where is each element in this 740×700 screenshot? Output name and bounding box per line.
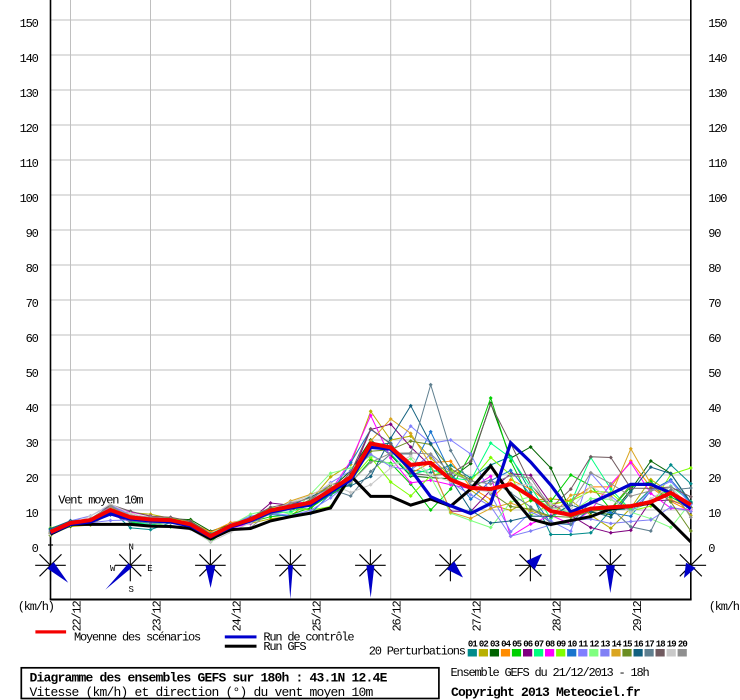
svg-text:02: 02 <box>479 639 489 649</box>
svg-text:100: 100 <box>20 192 39 206</box>
svg-text:40: 40 <box>708 402 721 416</box>
svg-text:08: 08 <box>545 639 555 649</box>
svg-text:80: 80 <box>708 262 721 276</box>
svg-text:40: 40 <box>26 402 39 416</box>
svg-text:16: 16 <box>634 639 644 649</box>
svg-text:24/12: 24/12 <box>231 601 245 632</box>
svg-text:70: 70 <box>26 297 39 311</box>
svg-text:23/12: 23/12 <box>151 601 165 632</box>
svg-text:20: 20 <box>26 472 39 486</box>
svg-text:140: 140 <box>708 52 727 66</box>
svg-text:Moyenne des scénarios: Moyenne des scénarios <box>74 631 201 645</box>
svg-text:Diagramme des ensembles GEFS s: Diagramme des ensembles GEFS sur 180h : … <box>30 670 388 685</box>
svg-text:130: 130 <box>20 87 39 101</box>
svg-text:100: 100 <box>708 192 727 206</box>
svg-text:25/12: 25/12 <box>311 601 325 632</box>
svg-text:60: 60 <box>26 332 39 346</box>
svg-text:S: S <box>129 585 134 595</box>
svg-text:17: 17 <box>645 639 655 649</box>
svg-text:Vitesse (km/h) et direction (°: Vitesse (km/h) et direction (°) du vent … <box>30 685 374 700</box>
svg-text:10: 10 <box>708 507 721 521</box>
svg-text:50: 50 <box>26 367 39 381</box>
svg-text:27/12: 27/12 <box>471 601 485 632</box>
svg-text:110: 110 <box>708 157 727 171</box>
svg-text:12: 12 <box>590 639 600 649</box>
svg-text:19: 19 <box>667 639 677 649</box>
svg-text:50: 50 <box>708 367 721 381</box>
svg-text:29/12: 29/12 <box>631 601 645 632</box>
svg-text:20: 20 <box>678 639 688 649</box>
svg-text:150: 150 <box>708 17 727 31</box>
svg-text:N: N <box>129 542 134 552</box>
svg-text:70: 70 <box>708 297 721 311</box>
svg-text:26/12: 26/12 <box>391 601 405 632</box>
svg-text:06: 06 <box>523 639 533 649</box>
svg-text:Run GFS: Run GFS <box>263 640 306 654</box>
svg-text:150: 150 <box>20 17 39 31</box>
svg-text:Ensemble GEFS du 21/12/2013 -: Ensemble GEFS du 21/12/2013 - 18h <box>451 666 650 680</box>
svg-text:140: 140 <box>20 52 39 66</box>
svg-text:11: 11 <box>578 639 589 649</box>
svg-text:Vent moyen 10m: Vent moyen 10m <box>58 494 143 508</box>
svg-text:01: 01 <box>468 639 479 649</box>
svg-text:0: 0 <box>708 542 715 556</box>
svg-text:Run de contrôle: Run de contrôle <box>263 631 354 645</box>
svg-text:20: 20 <box>708 472 721 486</box>
svg-text:10: 10 <box>26 507 39 521</box>
svg-text:18: 18 <box>656 639 666 649</box>
svg-text:120: 120 <box>708 122 727 136</box>
svg-text:10: 10 <box>567 639 577 649</box>
svg-text:22/12: 22/12 <box>71 601 85 632</box>
svg-text:09: 09 <box>556 639 566 649</box>
svg-text:110: 110 <box>20 157 39 171</box>
svg-text:30: 30 <box>26 437 39 451</box>
svg-text:E: E <box>147 564 152 574</box>
svg-text:80: 80 <box>26 262 39 276</box>
svg-text:05: 05 <box>512 639 522 649</box>
svg-text:90: 90 <box>708 227 721 241</box>
svg-text:60: 60 <box>708 332 721 346</box>
svg-text:W: W <box>110 564 116 574</box>
svg-text:130: 130 <box>708 87 727 101</box>
svg-text:0: 0 <box>32 542 39 556</box>
svg-text:90: 90 <box>26 227 39 241</box>
svg-text:14: 14 <box>612 639 623 649</box>
svg-text:20 Perturbations: 20 Perturbations <box>369 645 466 659</box>
svg-text:07: 07 <box>534 639 544 649</box>
svg-text:(km/h): (km/h) <box>709 600 740 614</box>
svg-text:Copyright 2013 Meteociel.fr: Copyright 2013 Meteociel.fr <box>451 685 640 700</box>
svg-text:120: 120 <box>20 122 39 136</box>
svg-text:30: 30 <box>708 437 721 451</box>
svg-text:03: 03 <box>490 639 500 649</box>
svg-text:28/12: 28/12 <box>551 601 565 632</box>
svg-text:(km/h): (km/h) <box>18 600 54 614</box>
svg-text:15: 15 <box>623 639 633 649</box>
svg-text:13: 13 <box>601 639 611 649</box>
svg-text:04: 04 <box>501 639 512 649</box>
